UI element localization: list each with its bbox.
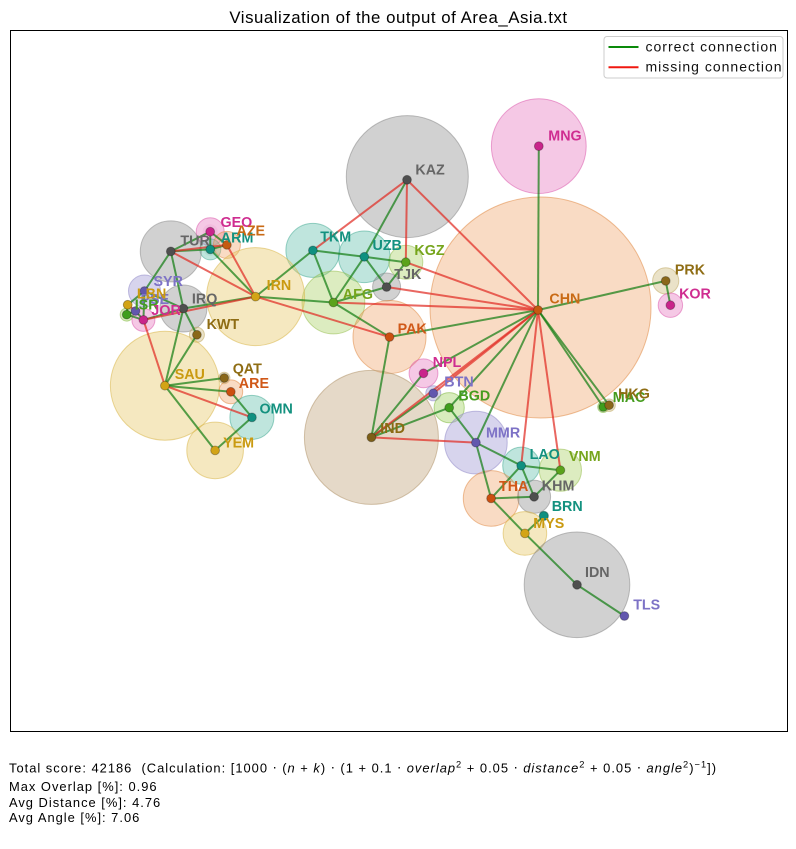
svg-text:SYR: SYR bbox=[154, 274, 184, 290]
svg-text:KWT: KWT bbox=[207, 317, 240, 333]
svg-text:correct connection: correct connection bbox=[646, 39, 778, 55]
svg-text:Max Overlap [%]: 0.96: Max Overlap [%]: 0.96 bbox=[9, 779, 158, 794]
svg-text:Avg Distance [%]: 4.76: Avg Distance [%]: 4.76 bbox=[9, 795, 161, 810]
svg-text:THA: THA bbox=[499, 479, 528, 495]
svg-text:PRK: PRK bbox=[675, 263, 706, 279]
svg-text:BTN: BTN bbox=[444, 374, 473, 390]
svg-text:SAU: SAU bbox=[175, 367, 205, 383]
svg-text:NPL: NPL bbox=[433, 355, 462, 371]
svg-text:KOR: KOR bbox=[679, 286, 711, 302]
svg-text:MMR: MMR bbox=[486, 426, 521, 442]
svg-text:VNM: VNM bbox=[569, 449, 601, 465]
svg-text:IRQ: IRQ bbox=[192, 291, 217, 307]
svg-text:LAO: LAO bbox=[530, 447, 560, 463]
svg-text:missing connection: missing connection bbox=[646, 59, 783, 75]
svg-text:AFG: AFG bbox=[343, 287, 373, 303]
svg-text:MNG: MNG bbox=[548, 129, 581, 145]
svg-text:MAC: MAC bbox=[613, 390, 646, 406]
svg-text:Avg Angle [%]: 7.06: Avg Angle [%]: 7.06 bbox=[9, 810, 140, 825]
svg-text:Total score: 42186 (Calculati: Total score: 42186 (Calculation: [1000 ⋅… bbox=[9, 760, 717, 776]
svg-text:Visualization of the output of: Visualization of the output of Area_Asia… bbox=[229, 8, 567, 27]
svg-text:IRN: IRN bbox=[267, 278, 292, 294]
svg-text:ARM: ARM bbox=[221, 231, 254, 247]
svg-text:ISR: ISR bbox=[135, 297, 160, 313]
svg-text:BGD: BGD bbox=[458, 389, 490, 405]
svg-text:QAT: QAT bbox=[233, 362, 262, 378]
svg-text:KGZ: KGZ bbox=[414, 243, 444, 259]
svg-text:JOR: JOR bbox=[151, 303, 181, 319]
svg-text:HKG: HKG bbox=[618, 386, 650, 402]
svg-text:GEO: GEO bbox=[221, 215, 253, 231]
svg-text:KHM: KHM bbox=[542, 479, 575, 495]
svg-text:TKM: TKM bbox=[320, 230, 351, 246]
svg-text:TJK: TJK bbox=[394, 267, 422, 283]
svg-text:UZB: UZB bbox=[373, 238, 402, 254]
svg-text:ARE: ARE bbox=[239, 376, 269, 392]
svg-text:IND: IND bbox=[380, 421, 405, 437]
svg-text:PAK: PAK bbox=[398, 321, 428, 337]
svg-text:PSE: PSE bbox=[141, 292, 170, 308]
svg-text:BRN: BRN bbox=[552, 499, 583, 515]
svg-text:CHN: CHN bbox=[549, 292, 580, 308]
svg-text:TUR: TUR bbox=[180, 234, 210, 250]
svg-text:AZE: AZE bbox=[237, 224, 266, 240]
svg-text:IDN: IDN bbox=[585, 565, 610, 581]
svg-text:MYS: MYS bbox=[533, 516, 564, 532]
svg-text:TLS: TLS bbox=[633, 598, 660, 614]
svg-text:KAZ: KAZ bbox=[415, 162, 445, 178]
svg-text:OMN: OMN bbox=[260, 402, 293, 418]
svg-text:LBN: LBN bbox=[137, 287, 166, 303]
svg-text:YEM: YEM bbox=[223, 435, 254, 451]
